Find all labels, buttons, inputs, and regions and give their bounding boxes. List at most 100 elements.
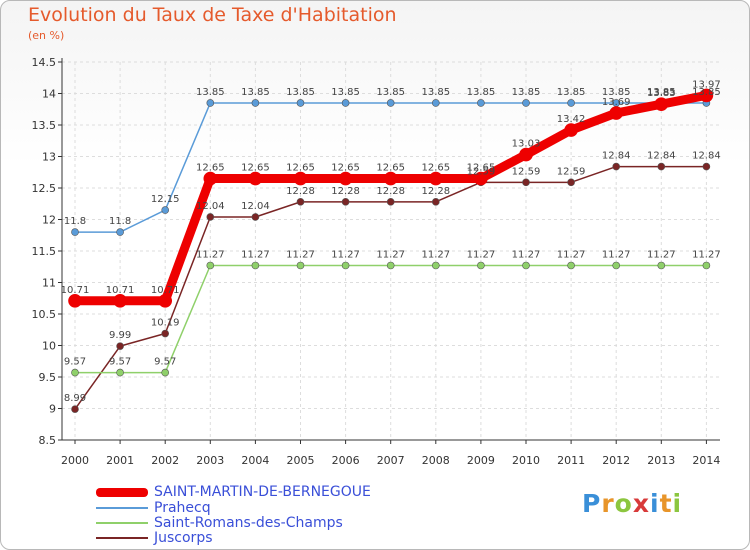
data-label-juscorps: 12.04 — [241, 201, 270, 212]
y-tick-label: 10 — [42, 340, 56, 353]
data-label-juscorps: 12.28 — [376, 186, 405, 197]
point-juscorps — [386, 198, 395, 206]
y-tick-label: 13 — [42, 151, 56, 164]
data-label-saint-martin: 12.65 — [196, 163, 225, 174]
point-prahecq — [206, 99, 215, 107]
point-saint-martin — [519, 147, 533, 162]
data-label-juscorps: 12.28 — [286, 186, 315, 197]
point-juscorps — [296, 198, 305, 206]
point-juscorps — [251, 213, 260, 221]
legend-label-saint-martin: SAINT-MARTIN-DE-BERNEGOUE — [154, 484, 371, 500]
point-juscorps — [567, 178, 575, 187]
point-saint-martin — [158, 293, 172, 308]
point-saint-romans — [116, 368, 124, 377]
y-tick-label: 10.5 — [32, 308, 57, 321]
data-label-saint-romans: 9.57 — [109, 357, 131, 368]
chart-title: Evolution du Taux de Taxe d'Habitation — [28, 4, 397, 26]
point-prahecq — [341, 99, 350, 107]
data-label-saint-romans: 11.27 — [331, 249, 360, 260]
data-label-juscorps: 12.59 — [512, 166, 541, 177]
point-prahecq — [251, 99, 260, 107]
point-juscorps — [431, 198, 440, 206]
point-prahecq — [522, 99, 530, 107]
data-label-prahecq: 13.85 — [331, 87, 360, 98]
point-saint-martin — [203, 171, 218, 186]
legend-label-saint-romans: Saint-Romans-des-Champs — [154, 515, 343, 531]
point-saint-romans — [431, 261, 440, 270]
data-label-prahecq: 13.85 — [467, 87, 496, 98]
legend-item-prahecq: Prahecq — [96, 500, 211, 516]
data-label-saint-romans: 9.57 — [154, 357, 176, 368]
data-label-saint-martin: 12.65 — [421, 163, 450, 174]
legend-item-juscorps: Juscorps — [96, 530, 213, 546]
data-label-saint-romans: 11.27 — [196, 249, 225, 260]
point-saint-romans — [567, 261, 575, 270]
data-label-saint-romans: 11.27 — [647, 249, 676, 260]
x-tick-label: 2006 — [332, 454, 360, 467]
point-prahecq — [386, 99, 395, 107]
point-saint-martin — [113, 293, 127, 308]
data-label-saint-romans: 11.27 — [512, 249, 541, 260]
point-saint-romans — [522, 261, 530, 270]
point-saint-romans — [71, 368, 79, 377]
data-label-saint-romans: 11.27 — [602, 249, 631, 260]
data-label-prahecq: 13.85 — [647, 87, 676, 98]
data-label-juscorps: 9.99 — [109, 330, 131, 341]
data-label-saint-romans: 11.27 — [376, 249, 405, 260]
data-label-prahecq: 13.85 — [421, 87, 450, 98]
legend-swatch-juscorps — [96, 537, 148, 539]
data-label-saint-martin: 12.65 — [286, 163, 315, 174]
y-tick-label: 11.5 — [32, 245, 57, 258]
data-label-prahecq: 11.8 — [64, 216, 86, 227]
chart-subtitle: (en %) — [28, 29, 65, 42]
data-label-prahecq: 13.85 — [196, 87, 225, 98]
x-tick-label: 2002 — [151, 454, 179, 467]
y-tick-label: 8.5 — [39, 434, 57, 447]
x-tick-label: 2003 — [196, 454, 224, 467]
point-saint-martin — [654, 97, 669, 112]
data-label-prahecq: 13.85 — [241, 87, 270, 98]
x-tick-label: 2007 — [377, 454, 405, 467]
y-tick-label: 14 — [42, 88, 56, 101]
y-tick-label: 9 — [49, 403, 56, 416]
y-tick-label: 12 — [42, 214, 56, 227]
point-prahecq — [116, 228, 124, 236]
data-label-juscorps: 10.19 — [151, 318, 180, 329]
data-label-prahecq: 11.8 — [109, 216, 131, 227]
legend-label-prahecq: Prahecq — [154, 500, 211, 516]
point-saint-romans — [206, 261, 215, 270]
legend-swatch-saint-romans — [96, 522, 148, 524]
point-saint-romans — [161, 368, 169, 377]
data-label-juscorps: 8.99 — [64, 393, 86, 404]
point-saint-martin — [428, 171, 443, 186]
data-label-prahecq: 13.85 — [692, 87, 721, 98]
x-tick-label: 2009 — [467, 454, 495, 467]
data-label-prahecq: 13.85 — [602, 87, 631, 98]
data-label-saint-martin: 13.97 — [692, 79, 721, 90]
point-saint-romans — [251, 261, 260, 270]
data-label-juscorps: 12.84 — [647, 151, 676, 162]
x-tick-label: 2013 — [647, 454, 675, 467]
point-saint-martin — [609, 106, 624, 120]
data-label-prahecq: 13.85 — [512, 87, 541, 98]
point-saint-martin — [383, 171, 398, 186]
point-saint-martin — [699, 88, 714, 103]
point-juscorps — [702, 162, 711, 171]
data-label-saint-martin: 10.71 — [61, 285, 90, 296]
point-prahecq — [296, 99, 305, 107]
data-label-juscorps: 12.59 — [557, 166, 586, 177]
data-label-saint-romans: 11.27 — [241, 249, 270, 260]
data-label-saint-martin: 12.65 — [467, 163, 496, 174]
data-label-juscorps: 12.59 — [467, 166, 496, 177]
point-saint-martin — [338, 171, 353, 186]
proxiti-logo: Proxiti — [582, 489, 683, 518]
data-label-saint-martin: 12.65 — [331, 163, 360, 174]
data-label-saint-martin: 10.71 — [151, 285, 180, 296]
point-saint-romans — [386, 261, 395, 270]
legend-swatch-prahecq — [96, 507, 148, 509]
y-tick-label: 9.5 — [39, 371, 57, 384]
point-juscorps — [612, 162, 621, 171]
point-saint-romans — [477, 261, 485, 270]
line-chart: 8.5 9 9.5 10 10.5 11 11.5 12 12.5 13 13.5 14 14.5 200… — [32, 56, 721, 467]
point-prahecq — [161, 206, 169, 214]
